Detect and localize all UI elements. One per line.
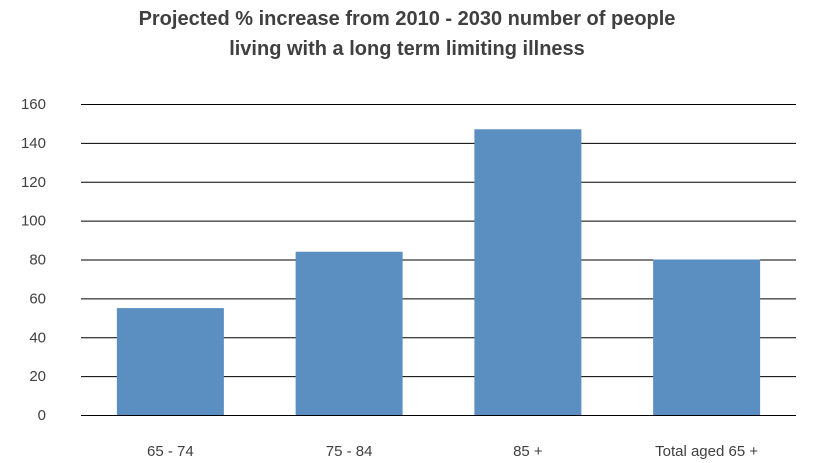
bar bbox=[116, 308, 224, 415]
y-tick-label: 60 bbox=[29, 290, 46, 307]
chart-title-line-1: Projected % increase from 2010 - 2030 nu… bbox=[138, 8, 676, 30]
bar bbox=[474, 129, 582, 416]
chart-title-line-2: living with a long term limiting illness bbox=[229, 38, 585, 60]
x-tick-label: Total aged 65 + bbox=[655, 443, 758, 460]
bar bbox=[653, 259, 761, 415]
x-tick-label: 65 - 74 bbox=[147, 443, 194, 460]
chart-title: Projected % increase from 2010 - 2030 nu… bbox=[0, 4, 814, 64]
y-tick-label: 160 bbox=[21, 96, 46, 113]
y-tick-label: 80 bbox=[29, 252, 46, 269]
x-tick-label: 75 - 84 bbox=[326, 443, 373, 460]
y-tick-label: 20 bbox=[29, 368, 46, 385]
bar bbox=[295, 251, 403, 415]
y-tick-label: 0 bbox=[38, 407, 46, 424]
y-tick-label: 100 bbox=[21, 213, 46, 230]
y-tick-label: 40 bbox=[29, 329, 46, 346]
y-tick-label: 120 bbox=[21, 174, 46, 191]
x-tick-label: 85 + bbox=[513, 443, 543, 460]
y-tick-label: 140 bbox=[21, 135, 46, 152]
